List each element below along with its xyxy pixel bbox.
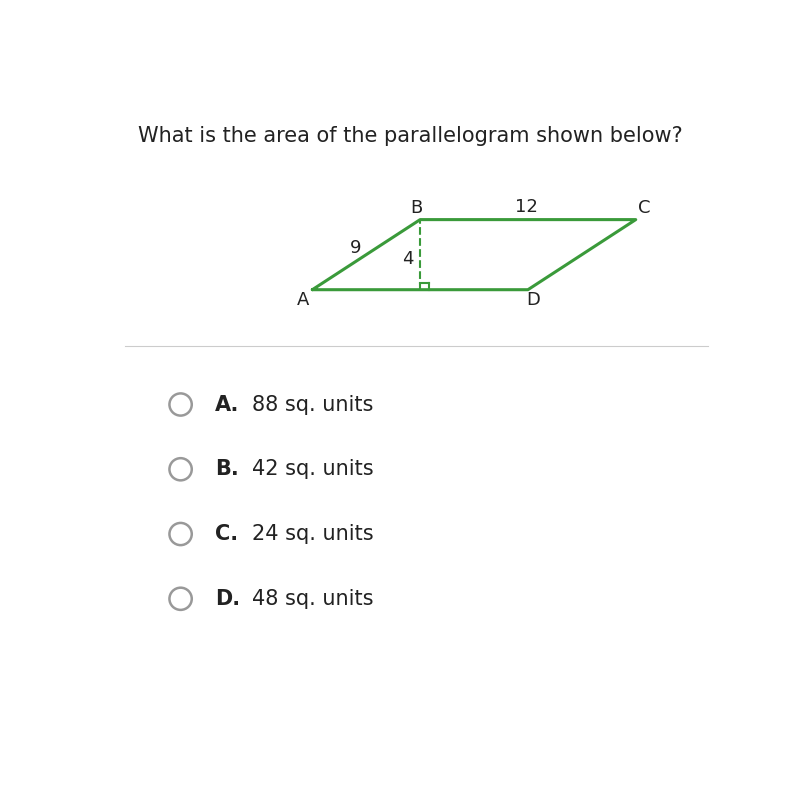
Text: 9: 9 — [350, 239, 361, 256]
Text: B.: B. — [214, 459, 238, 479]
Text: D.: D. — [214, 589, 240, 609]
Text: 88 sq. units: 88 sq. units — [252, 395, 374, 414]
Text: 42 sq. units: 42 sq. units — [252, 459, 374, 479]
Text: 24 sq. units: 24 sq. units — [252, 524, 374, 544]
Text: C.: C. — [214, 524, 238, 544]
Text: A: A — [297, 291, 310, 308]
Text: 48 sq. units: 48 sq. units — [252, 589, 374, 609]
Text: A.: A. — [214, 395, 239, 414]
Text: 4: 4 — [402, 250, 414, 268]
Text: C: C — [638, 199, 651, 217]
Text: B: B — [410, 199, 422, 217]
Text: What is the area of the parallelogram shown below?: What is the area of the parallelogram sh… — [138, 127, 682, 147]
Text: D: D — [526, 291, 540, 308]
Text: 12: 12 — [514, 198, 538, 216]
